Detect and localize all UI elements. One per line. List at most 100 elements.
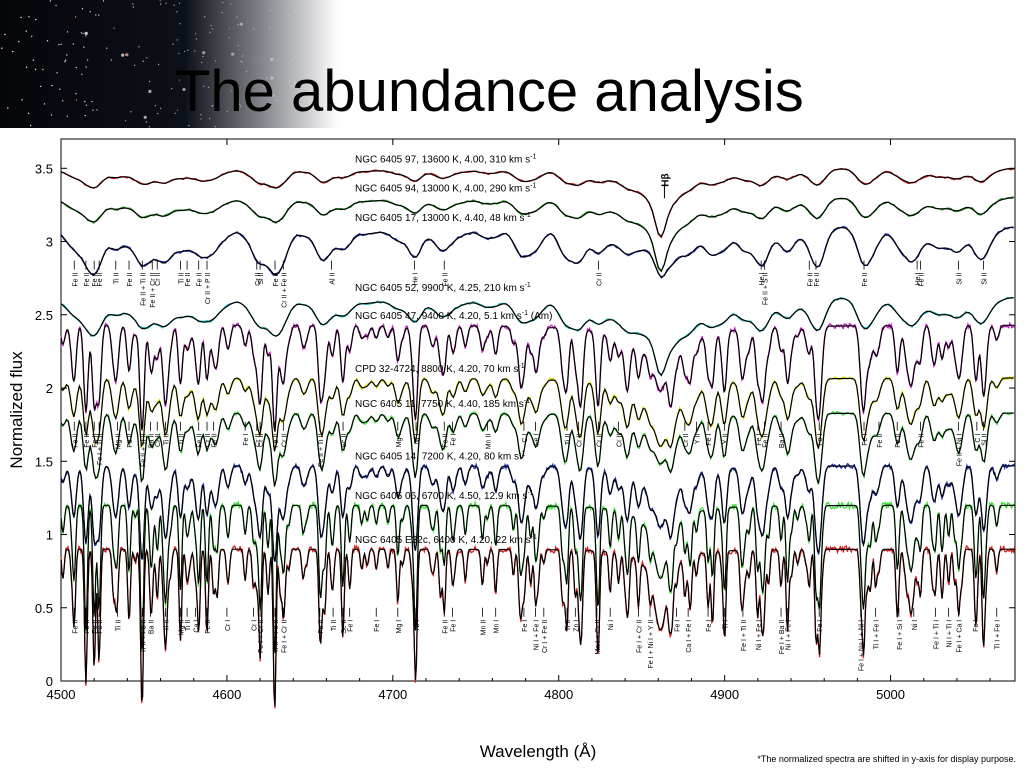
star bbox=[74, 16, 77, 18]
line-id-label: Fe II bbox=[84, 620, 91, 634]
star bbox=[266, 77, 268, 80]
line-id-label: Cr II bbox=[255, 434, 262, 447]
line-id-label: Ti II bbox=[164, 434, 171, 445]
line-id-label: Mg II bbox=[115, 434, 122, 450]
series-label: NGC 6405 06, 6700 K, 4.50, 12.9 km s-1 bbox=[355, 490, 534, 502]
line-id-label: Cr I + Fe II bbox=[542, 620, 549, 653]
star bbox=[25, 66, 28, 68]
star bbox=[178, 79, 181, 81]
line-id-label: Ti II bbox=[114, 273, 121, 284]
line-id-label: Cr II bbox=[597, 273, 604, 286]
page-title: The abundance analysis bbox=[175, 59, 804, 124]
line-id-label: Ti II + Fe II bbox=[273, 620, 280, 653]
star bbox=[240, 106, 242, 108]
star bbox=[253, 28, 255, 30]
series-label-sup: -1 bbox=[519, 451, 525, 458]
line-id-label: Cr II bbox=[616, 434, 623, 447]
line-id-label: Ti II + Fe II bbox=[140, 620, 147, 653]
line-id-label: Fe II bbox=[318, 620, 325, 634]
line-id-label: Fe II + Ti II bbox=[140, 273, 147, 306]
line-id-label: Fe II + Ni I bbox=[957, 434, 964, 467]
star bbox=[82, 32, 84, 35]
star bbox=[240, 60, 242, 63]
line-id-label: Y II bbox=[694, 434, 701, 444]
line-id-label: Fe II bbox=[84, 273, 91, 287]
line-id-label: Fe I + Cr II bbox=[636, 620, 643, 653]
star bbox=[132, 6, 134, 8]
line-id-label: Fe II + Cr II bbox=[150, 273, 157, 308]
line-id-label: Ba II bbox=[149, 620, 156, 634]
star bbox=[46, 40, 49, 42]
star bbox=[237, 23, 239, 26]
x-tick-label: 4800 bbox=[544, 687, 573, 702]
line-id-label: Ca I + Fe I bbox=[686, 620, 693, 653]
y-axis-label: Normalized flux bbox=[7, 351, 26, 469]
star bbox=[188, 124, 190, 127]
line-id-label: Fe II + S II bbox=[762, 273, 769, 306]
star bbox=[238, 101, 240, 104]
series-label: NGC 6405 11, 7750 K, 4.40, 185 km s-1 bbox=[355, 398, 530, 410]
observed-spectrum-line bbox=[60, 225, 1014, 279]
x-tick-label: 5000 bbox=[876, 687, 905, 702]
y-tick-label: 3 bbox=[46, 235, 53, 250]
star bbox=[72, 43, 75, 45]
line-id-label: Fe II bbox=[442, 434, 449, 448]
line-id-label: Fe I bbox=[451, 620, 458, 632]
star bbox=[231, 52, 235, 56]
line-id-label: Ti II bbox=[185, 620, 192, 631]
line-id-label: Fe II bbox=[877, 434, 884, 448]
line-id-label: Fe II bbox=[127, 434, 134, 448]
star bbox=[91, 100, 93, 103]
line-id-label: Fe I bbox=[451, 434, 458, 446]
star bbox=[12, 50, 14, 53]
star bbox=[60, 43, 62, 45]
star bbox=[106, 47, 108, 49]
line-id-label: He I bbox=[915, 273, 922, 286]
star bbox=[288, 80, 291, 83]
star bbox=[195, 38, 198, 40]
star bbox=[138, 46, 140, 48]
series-label-text: NGC 6405 47, 9400 K, 4.20, 5.1 km s bbox=[355, 311, 522, 322]
star bbox=[102, 0, 105, 2]
line-id-label: Fe I + Cr II bbox=[258, 620, 265, 653]
model-spectrum-line bbox=[60, 504, 1015, 654]
line-id-label: Fe I bbox=[706, 434, 713, 446]
star bbox=[214, 126, 216, 128]
observed-spectrum-line bbox=[60, 321, 1016, 432]
series-label-sup: -1 bbox=[527, 490, 533, 497]
star bbox=[32, 59, 35, 61]
x-tick-label: 4600 bbox=[212, 687, 241, 702]
star bbox=[55, 4, 57, 7]
star bbox=[236, 16, 238, 18]
star bbox=[230, 3, 232, 5]
star bbox=[200, 61, 203, 64]
star bbox=[271, 93, 275, 97]
line-id-label: Fe I + Cr II bbox=[281, 620, 288, 653]
star bbox=[296, 123, 298, 125]
line-id-label: Fe II bbox=[442, 620, 449, 634]
star bbox=[176, 109, 179, 111]
line-id-label: Fe II bbox=[814, 273, 821, 287]
line-id-label: Ti II bbox=[115, 620, 122, 631]
model-spectrum-line bbox=[60, 324, 1015, 432]
line-id-label: Cr II bbox=[205, 434, 212, 447]
line-id-label: Ni I + Ti I bbox=[947, 620, 954, 648]
star bbox=[214, 60, 217, 62]
star bbox=[159, 0, 161, 2]
line-id-label: Ca I bbox=[193, 620, 200, 633]
star bbox=[208, 118, 211, 120]
star bbox=[194, 50, 196, 52]
star bbox=[207, 86, 210, 89]
line-id-label: Fe I + Ti I bbox=[933, 620, 940, 649]
model-spectrum-line bbox=[60, 197, 1014, 273]
star bbox=[133, 64, 136, 67]
star bbox=[209, 31, 211, 34]
line-id-label: Cr II bbox=[683, 434, 690, 447]
line-id-label: Fe I + Ca I bbox=[957, 620, 964, 653]
star bbox=[66, 31, 69, 33]
line-id-label: Si II bbox=[258, 273, 265, 285]
line-id-label: Mn II bbox=[480, 620, 487, 636]
star bbox=[31, 35, 33, 37]
star bbox=[51, 84, 53, 87]
line-id-label: Mn II bbox=[485, 434, 492, 450]
